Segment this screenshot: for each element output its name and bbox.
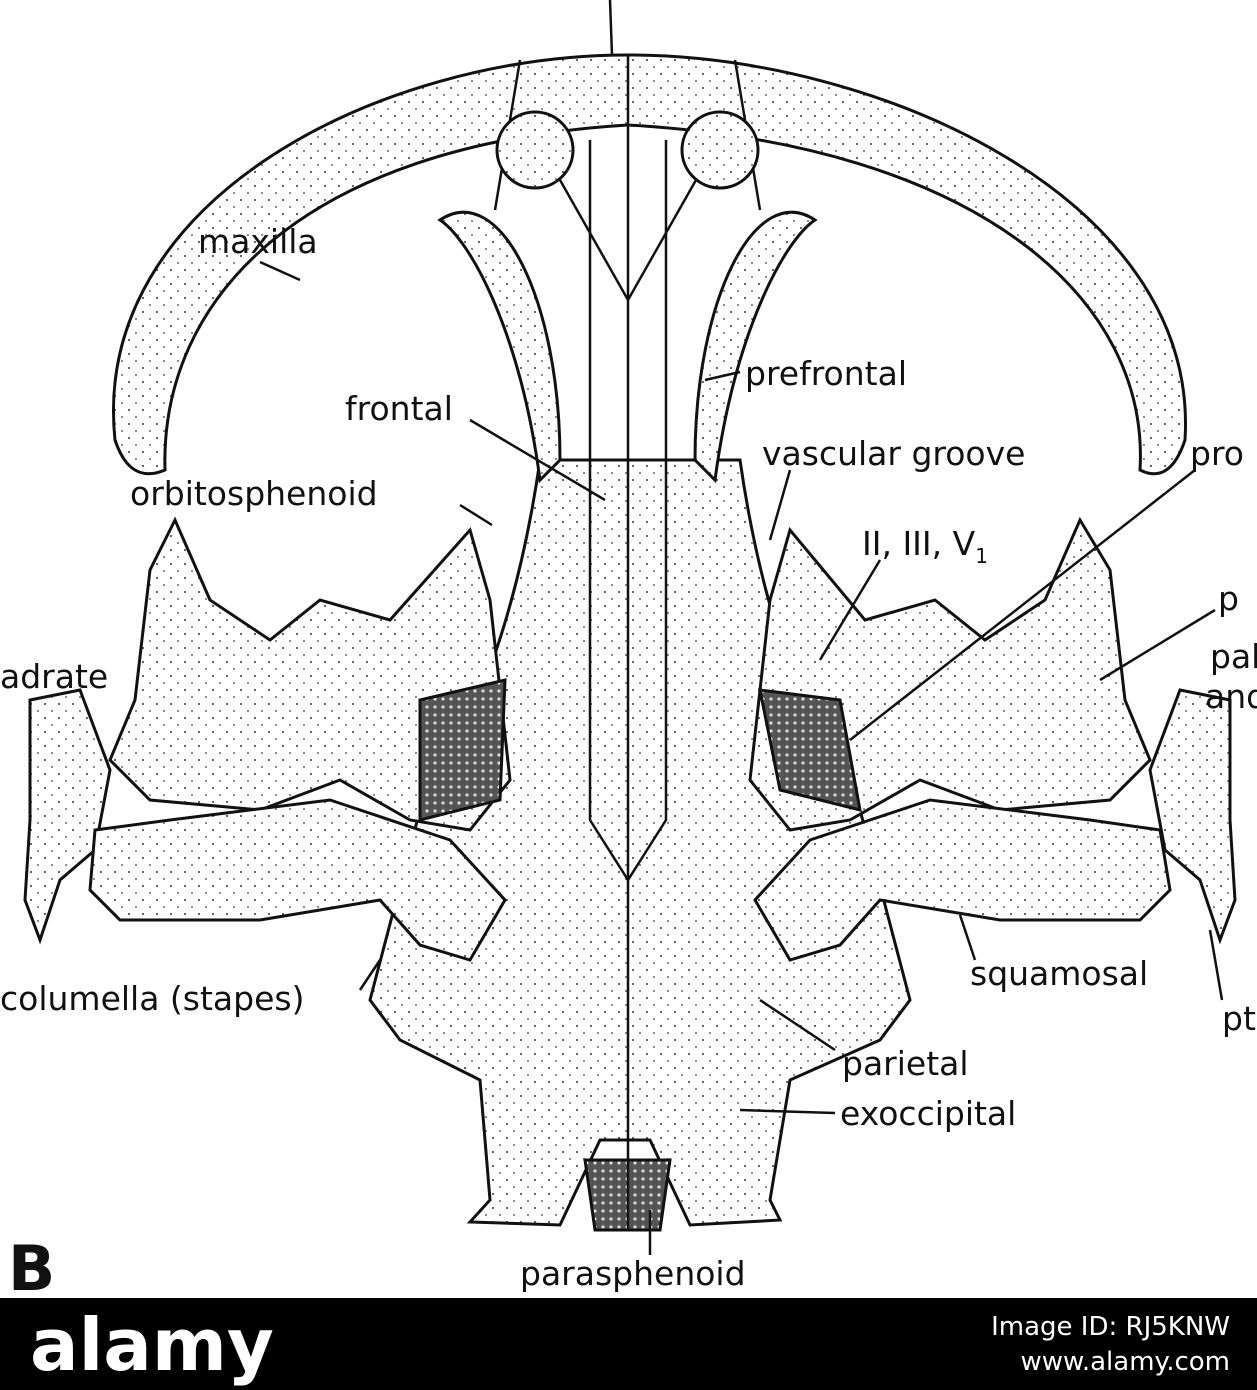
label: pro bbox=[1190, 434, 1244, 473]
label: prefrontal bbox=[745, 354, 907, 393]
label: frontal bbox=[345, 389, 453, 428]
label: and bbox=[1205, 677, 1257, 716]
label: adrate bbox=[0, 657, 108, 696]
label: vascular groove bbox=[762, 434, 1025, 473]
panel-letter: B bbox=[8, 1232, 55, 1305]
label: columella (stapes) bbox=[0, 979, 304, 1018]
label: II, III, V1 bbox=[862, 524, 988, 568]
nerve-subscript: 1 bbox=[975, 544, 988, 568]
watermark-bar: alamy Image ID: RJ5KNW www.alamy.com bbox=[0, 1298, 1257, 1390]
label: parietal bbox=[842, 1044, 969, 1083]
image-id: Image ID: RJ5KNW bbox=[991, 1312, 1230, 1342]
url: www.alamy.com bbox=[1020, 1347, 1230, 1377]
label: p bbox=[1218, 579, 1239, 618]
label: exoccipital bbox=[840, 1094, 1016, 1133]
logo: alamy bbox=[30, 1303, 274, 1387]
nerve-label: II, III, V bbox=[862, 524, 976, 563]
label: squamosal bbox=[970, 954, 1148, 993]
label: maxilla bbox=[198, 222, 318, 261]
label: orbitosphenoid bbox=[130, 474, 378, 513]
label: pt bbox=[1222, 999, 1256, 1038]
skull-drawing bbox=[23, 0, 1237, 1255]
label: parasphenoid bbox=[520, 1254, 746, 1293]
labels: maxilla prefrontal frontal vascular groo… bbox=[0, 222, 1257, 1305]
bar bbox=[0, 1298, 1257, 1390]
